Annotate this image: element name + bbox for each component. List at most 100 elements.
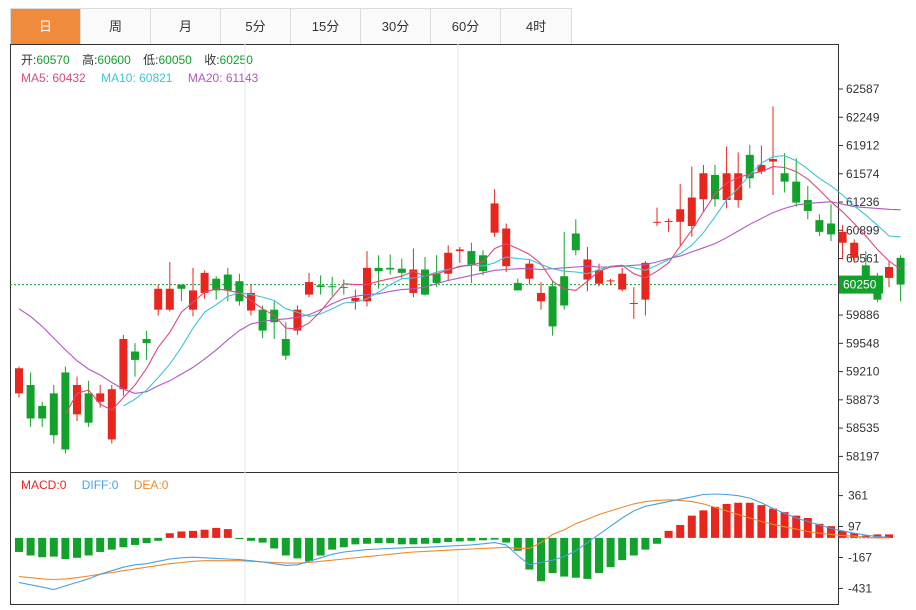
candle [861, 251, 870, 281]
macd-bar [328, 537, 337, 550]
tab-6[interactable]: 60分 [431, 9, 501, 44]
macd-bar [177, 531, 186, 538]
macd-bar [815, 523, 824, 538]
candle-body [711, 174, 719, 200]
candle-body [745, 154, 754, 179]
macd-bar [560, 537, 569, 577]
tab-7[interactable]: 4时 [501, 9, 571, 44]
candle [119, 334, 128, 396]
candle [490, 189, 499, 237]
ma10-value: 60821 [139, 71, 173, 85]
macd-bar [467, 537, 476, 541]
y-tick-label: 62249 [846, 110, 880, 124]
candle [26, 372, 35, 427]
candle [850, 239, 859, 263]
tab-2[interactable]: 月 [151, 9, 221, 44]
macd-bar [131, 537, 139, 545]
tab-5[interactable]: 30分 [361, 9, 431, 44]
candle [212, 276, 221, 300]
candle-body [687, 197, 696, 226]
candle-body [421, 269, 429, 295]
candle [316, 275, 325, 295]
dea-line [18, 499, 889, 581]
macd-bar [96, 537, 105, 552]
y-tick-label: 59886 [846, 308, 880, 322]
candle [49, 385, 58, 444]
macd-bar [734, 502, 743, 538]
macd-bar [699, 510, 708, 538]
macd-bar [223, 529, 232, 538]
ma5-sep: : [46, 71, 53, 85]
ma5-value: 60432 [52, 71, 86, 85]
last-price-tag: 60250 [839, 275, 883, 294]
candle-body [38, 405, 47, 419]
macd-bar [363, 537, 371, 544]
candle [177, 284, 186, 302]
candle [235, 273, 244, 306]
candle [339, 279, 348, 295]
ma20-name: MA20 [188, 71, 220, 85]
candle-body [861, 265, 870, 279]
macd-bar [38, 537, 47, 558]
high-label: 高: [82, 52, 97, 67]
macd-bar [513, 537, 522, 551]
macd-bar [641, 537, 650, 550]
y-tick-label: 60899 [846, 223, 880, 237]
low-label: 低: [143, 53, 158, 67]
candle-body [676, 209, 685, 222]
macd-bar [653, 537, 661, 544]
tab-0[interactable]: 日 [11, 9, 81, 44]
candle [131, 343, 139, 377]
candle-body [769, 159, 777, 162]
candle-body [26, 385, 35, 419]
candle-body [780, 173, 789, 182]
diff-value: 0 [112, 478, 119, 492]
macd-bar [351, 537, 360, 545]
candle-body [293, 309, 302, 331]
low-value: 60050 [158, 53, 192, 67]
ma20-line [18, 201, 901, 394]
macd-name: MACD [21, 478, 57, 492]
candle [537, 282, 545, 310]
macd-bar [293, 537, 302, 559]
candle-body [815, 220, 824, 232]
dea-name: DEA [134, 478, 159, 492]
candle [397, 258, 406, 278]
candle-body [664, 220, 673, 222]
candle-body [548, 286, 557, 327]
macd-bar [861, 535, 870, 538]
candle [154, 284, 163, 316]
tab-3[interactable]: 5分 [221, 9, 291, 44]
candle-body [351, 297, 360, 302]
macd-bar [270, 537, 279, 549]
candle [687, 166, 696, 237]
ma5-name: MA5 [21, 71, 46, 85]
macd-bar [490, 537, 499, 540]
candle-body [328, 286, 337, 288]
candle-body [258, 309, 267, 331]
candle-body [455, 249, 464, 252]
macd-bar [664, 530, 673, 538]
candlestick-macd-chart: 开:60570 高:60600 低:60050 收:60250 MA5: 604… [10, 44, 905, 605]
candle-body [177, 284, 186, 289]
tab-4[interactable]: 15分 [291, 9, 361, 44]
macd-bar [397, 537, 406, 545]
candle [583, 246, 592, 292]
macd-bar [235, 537, 244, 540]
candle-body [142, 338, 151, 344]
candle-body [339, 287, 348, 289]
candle [699, 164, 708, 212]
candle [142, 330, 151, 360]
candle-body [653, 221, 661, 223]
candle-body [629, 302, 638, 304]
macd-bar [745, 502, 754, 538]
candle-body [73, 385, 81, 415]
candle [722, 146, 731, 209]
candle [502, 223, 511, 273]
tab-1[interactable]: 周 [81, 9, 151, 44]
candle-body [827, 223, 835, 235]
macd-bar [537, 537, 545, 582]
candle [61, 366, 70, 454]
candle-body [107, 389, 116, 440]
macd-bar [258, 537, 267, 543]
